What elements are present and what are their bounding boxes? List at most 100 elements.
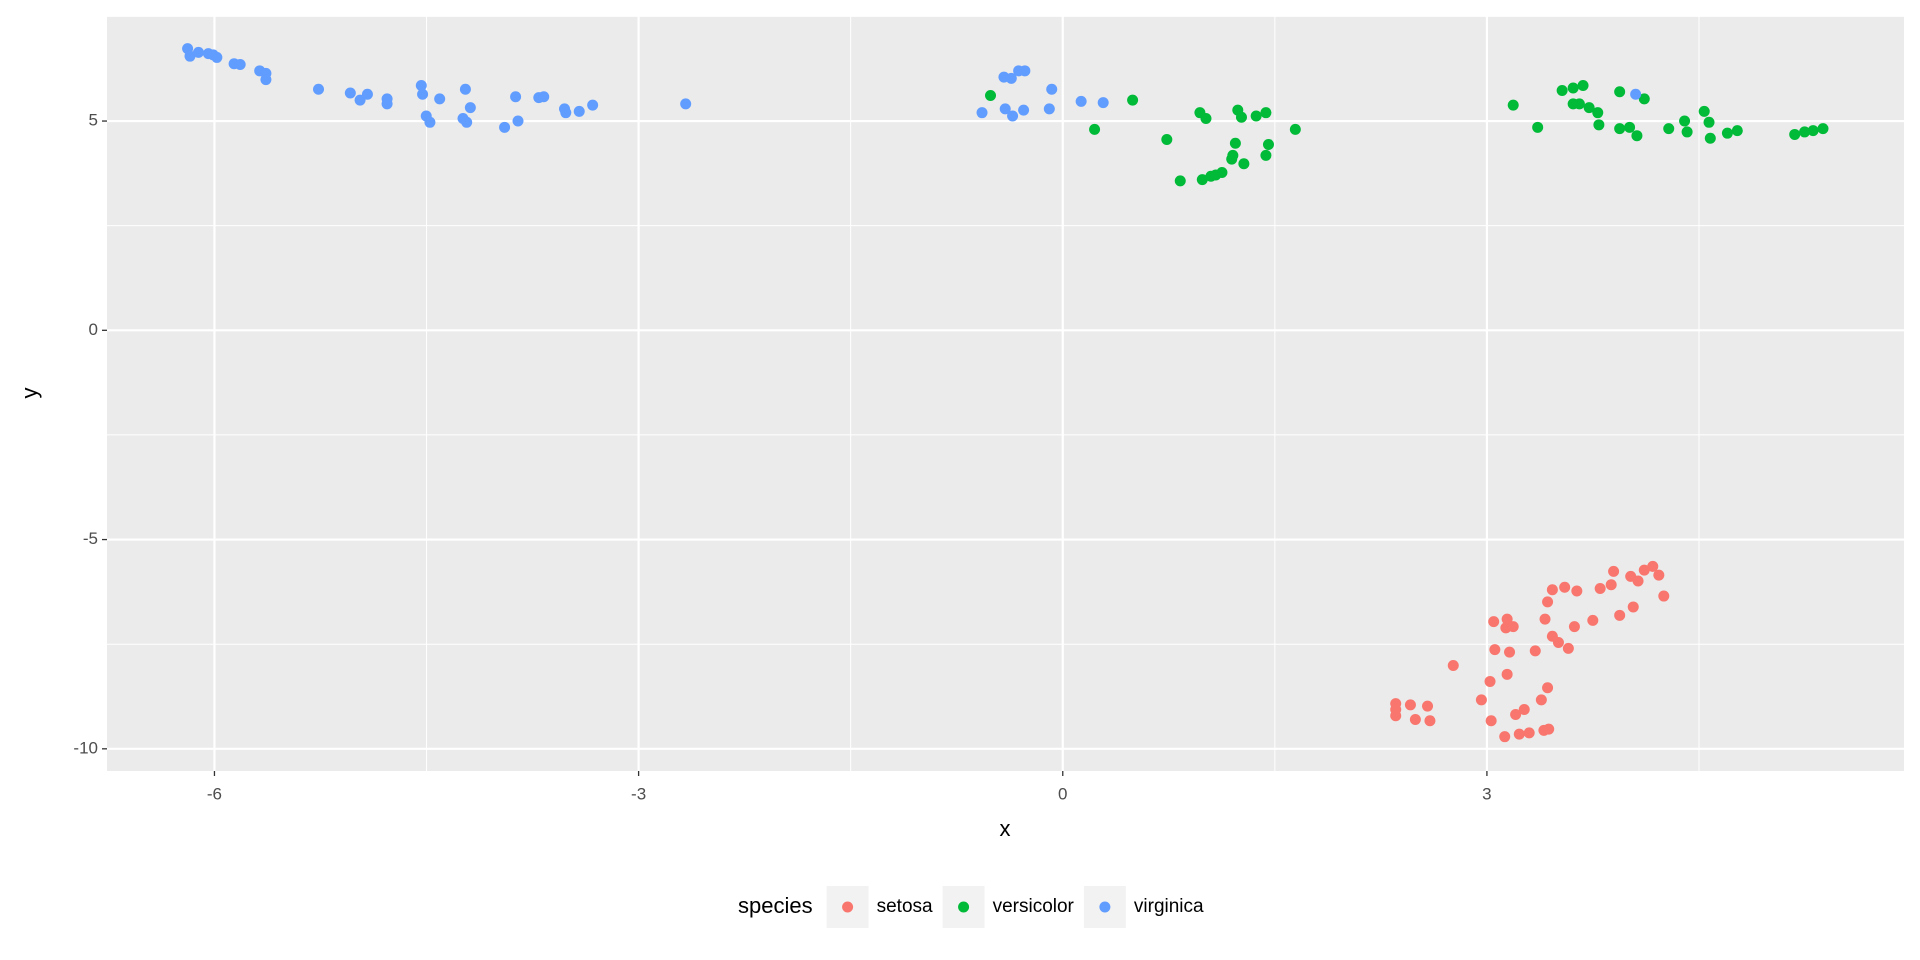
point	[499, 121, 511, 133]
point	[1577, 79, 1589, 91]
legend-label: virginica	[1134, 896, 1204, 917]
point	[1046, 83, 1058, 95]
point	[1543, 723, 1555, 735]
point	[1704, 132, 1716, 144]
point	[1592, 107, 1604, 119]
point	[1262, 138, 1274, 150]
point	[976, 107, 988, 119]
point	[1731, 125, 1743, 137]
point	[1807, 125, 1819, 137]
point	[1424, 715, 1436, 727]
point	[1568, 621, 1580, 633]
point	[512, 115, 524, 127]
x-axis-title: x	[1000, 816, 1011, 841]
plot-background	[107, 16, 1904, 771]
point	[1409, 714, 1421, 726]
point	[1235, 111, 1247, 123]
point	[1447, 660, 1459, 672]
point	[1475, 694, 1487, 706]
y-tick-label: 5	[89, 111, 98, 130]
point	[1571, 585, 1583, 597]
point	[1518, 703, 1530, 715]
point	[1605, 579, 1617, 591]
point	[1005, 72, 1017, 84]
point	[560, 107, 572, 119]
point	[313, 83, 325, 95]
point	[361, 88, 373, 100]
point	[999, 103, 1011, 115]
point	[1542, 596, 1554, 608]
point	[1510, 709, 1522, 721]
point	[1097, 97, 1109, 109]
point	[510, 91, 522, 103]
y-tick-label: -10	[73, 738, 98, 757]
point	[381, 98, 393, 110]
point	[1238, 158, 1250, 170]
point	[1507, 99, 1519, 111]
point	[1390, 710, 1402, 722]
point	[1562, 642, 1574, 654]
point	[1229, 137, 1241, 149]
point	[344, 87, 356, 99]
point	[1260, 149, 1272, 161]
point	[1089, 123, 1101, 135]
x-tick-label: -6	[207, 784, 222, 803]
point	[415, 79, 427, 91]
point	[1614, 609, 1626, 621]
point	[1161, 133, 1173, 145]
point	[587, 99, 599, 111]
point	[1174, 175, 1186, 187]
point	[1721, 127, 1733, 139]
point	[1679, 115, 1691, 127]
point	[434, 93, 446, 105]
point	[1638, 93, 1650, 105]
point	[424, 116, 436, 128]
point	[1608, 565, 1620, 577]
point	[1799, 126, 1811, 138]
point	[1227, 149, 1239, 161]
point	[1653, 569, 1665, 581]
point	[1703, 116, 1715, 128]
point	[211, 51, 223, 63]
point	[1504, 646, 1516, 658]
point	[1647, 560, 1659, 572]
legend-title: species	[738, 893, 813, 918]
legend-label: versicolor	[993, 896, 1075, 917]
point	[1573, 98, 1585, 110]
point	[1488, 616, 1500, 628]
point	[1817, 123, 1829, 135]
point	[461, 116, 473, 128]
point	[1681, 126, 1693, 138]
point	[1007, 110, 1019, 122]
point	[1489, 644, 1501, 656]
x-tick-label: -3	[631, 784, 646, 803]
point	[1559, 581, 1571, 593]
point	[1663, 123, 1675, 135]
y-axis-title: y	[17, 388, 42, 399]
legend-label: setosa	[877, 896, 933, 917]
point	[1404, 699, 1416, 711]
point	[234, 59, 246, 71]
point	[1260, 107, 1272, 119]
point	[1567, 82, 1579, 94]
point	[1631, 130, 1643, 142]
point	[1501, 668, 1513, 680]
point	[985, 90, 997, 102]
point	[1542, 682, 1554, 694]
point	[1587, 614, 1599, 626]
point	[680, 98, 692, 110]
point	[1523, 727, 1535, 739]
legend-marker	[842, 901, 854, 913]
point	[1289, 123, 1301, 135]
point	[1127, 94, 1139, 106]
point	[184, 50, 196, 62]
point	[1075, 95, 1087, 107]
legend-marker	[1099, 901, 1111, 913]
point	[538, 91, 550, 103]
legend-marker	[958, 901, 970, 913]
point	[573, 105, 585, 117]
point	[1485, 715, 1497, 727]
point	[1018, 104, 1030, 116]
point	[1216, 167, 1228, 179]
